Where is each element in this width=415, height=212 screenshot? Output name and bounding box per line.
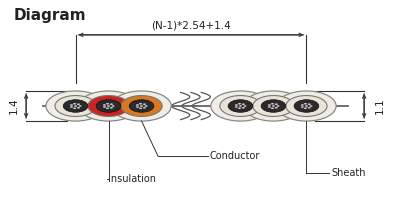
Circle shape bbox=[103, 104, 106, 106]
Circle shape bbox=[235, 104, 238, 106]
Circle shape bbox=[276, 105, 280, 107]
Circle shape bbox=[110, 107, 113, 109]
Circle shape bbox=[74, 105, 77, 107]
Circle shape bbox=[220, 96, 261, 116]
Circle shape bbox=[244, 91, 303, 121]
Circle shape bbox=[136, 106, 139, 108]
Text: Conductor: Conductor bbox=[210, 151, 260, 161]
Circle shape bbox=[211, 91, 270, 121]
Circle shape bbox=[144, 105, 148, 107]
Circle shape bbox=[77, 103, 80, 105]
Circle shape bbox=[228, 100, 253, 112]
Circle shape bbox=[73, 103, 76, 105]
Circle shape bbox=[121, 96, 162, 116]
Circle shape bbox=[253, 96, 294, 116]
Circle shape bbox=[70, 106, 73, 108]
Circle shape bbox=[46, 91, 105, 121]
Circle shape bbox=[79, 91, 138, 121]
Circle shape bbox=[78, 105, 82, 107]
Text: 1.1: 1.1 bbox=[374, 98, 384, 114]
Circle shape bbox=[242, 103, 245, 105]
Circle shape bbox=[106, 103, 109, 105]
Circle shape bbox=[304, 107, 307, 109]
Circle shape bbox=[139, 103, 142, 105]
Circle shape bbox=[294, 100, 319, 112]
Circle shape bbox=[129, 100, 154, 112]
Circle shape bbox=[286, 96, 327, 116]
Circle shape bbox=[73, 107, 76, 109]
Circle shape bbox=[110, 103, 113, 105]
Circle shape bbox=[310, 105, 312, 107]
Circle shape bbox=[143, 107, 146, 109]
Circle shape bbox=[277, 91, 336, 121]
Text: Insulation: Insulation bbox=[108, 174, 156, 184]
Circle shape bbox=[308, 103, 311, 105]
Circle shape bbox=[63, 100, 88, 112]
Circle shape bbox=[96, 100, 121, 112]
Circle shape bbox=[70, 104, 73, 106]
Circle shape bbox=[238, 107, 241, 109]
Circle shape bbox=[272, 105, 275, 107]
Circle shape bbox=[238, 103, 241, 105]
Circle shape bbox=[268, 106, 271, 108]
Circle shape bbox=[55, 96, 96, 116]
Text: 1.4: 1.4 bbox=[9, 98, 19, 114]
Circle shape bbox=[136, 104, 139, 106]
Circle shape bbox=[268, 104, 271, 106]
Circle shape bbox=[275, 107, 278, 109]
Circle shape bbox=[88, 96, 129, 116]
Circle shape bbox=[112, 105, 115, 107]
Circle shape bbox=[244, 105, 247, 107]
Circle shape bbox=[261, 100, 286, 112]
Circle shape bbox=[143, 103, 146, 105]
Circle shape bbox=[112, 91, 171, 121]
Circle shape bbox=[103, 106, 106, 108]
Circle shape bbox=[106, 107, 109, 109]
Circle shape bbox=[271, 103, 274, 105]
Circle shape bbox=[271, 107, 274, 109]
Text: Diagram: Diagram bbox=[14, 8, 86, 23]
Circle shape bbox=[107, 105, 110, 107]
Circle shape bbox=[242, 107, 245, 109]
Text: (N-1)*2.54+1.4: (N-1)*2.54+1.4 bbox=[151, 21, 231, 31]
Circle shape bbox=[304, 103, 307, 105]
Text: Sheath: Sheath bbox=[331, 168, 366, 178]
Circle shape bbox=[139, 107, 142, 109]
Circle shape bbox=[301, 106, 304, 108]
Circle shape bbox=[308, 107, 311, 109]
Circle shape bbox=[239, 105, 242, 107]
Circle shape bbox=[305, 105, 308, 107]
Circle shape bbox=[275, 103, 278, 105]
Circle shape bbox=[77, 107, 80, 109]
Circle shape bbox=[235, 106, 238, 108]
Circle shape bbox=[140, 105, 143, 107]
Circle shape bbox=[301, 104, 304, 106]
